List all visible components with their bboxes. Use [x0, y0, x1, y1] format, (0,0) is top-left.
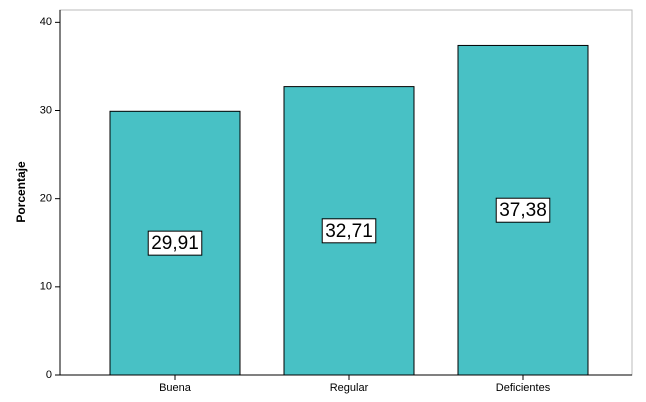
y-tick-label: 0: [46, 369, 52, 381]
value-label-group: 29,91: [147, 230, 203, 256]
y-tick-label: 20: [40, 193, 52, 205]
y-tick-label: 30: [40, 104, 52, 116]
x-tick-label: Regular: [330, 382, 369, 394]
y-axis-title: Porcentaje: [14, 161, 28, 223]
y-tick-label: 10: [40, 281, 52, 293]
value-label-group: 32,71: [321, 218, 377, 244]
y-tick-label: 40: [40, 16, 52, 28]
value-label-group: 37,38: [495, 197, 551, 223]
value-label: 32,71: [325, 221, 373, 242]
value-label-box: [321, 218, 377, 244]
value-label-box: [147, 230, 203, 256]
x-tick-label: Deficientes: [496, 382, 551, 394]
value-label: 37,38: [499, 200, 547, 221]
value-label-box: [495, 197, 551, 223]
value-label: 29,91: [151, 233, 199, 254]
x-tick-label: Buena: [159, 382, 192, 394]
